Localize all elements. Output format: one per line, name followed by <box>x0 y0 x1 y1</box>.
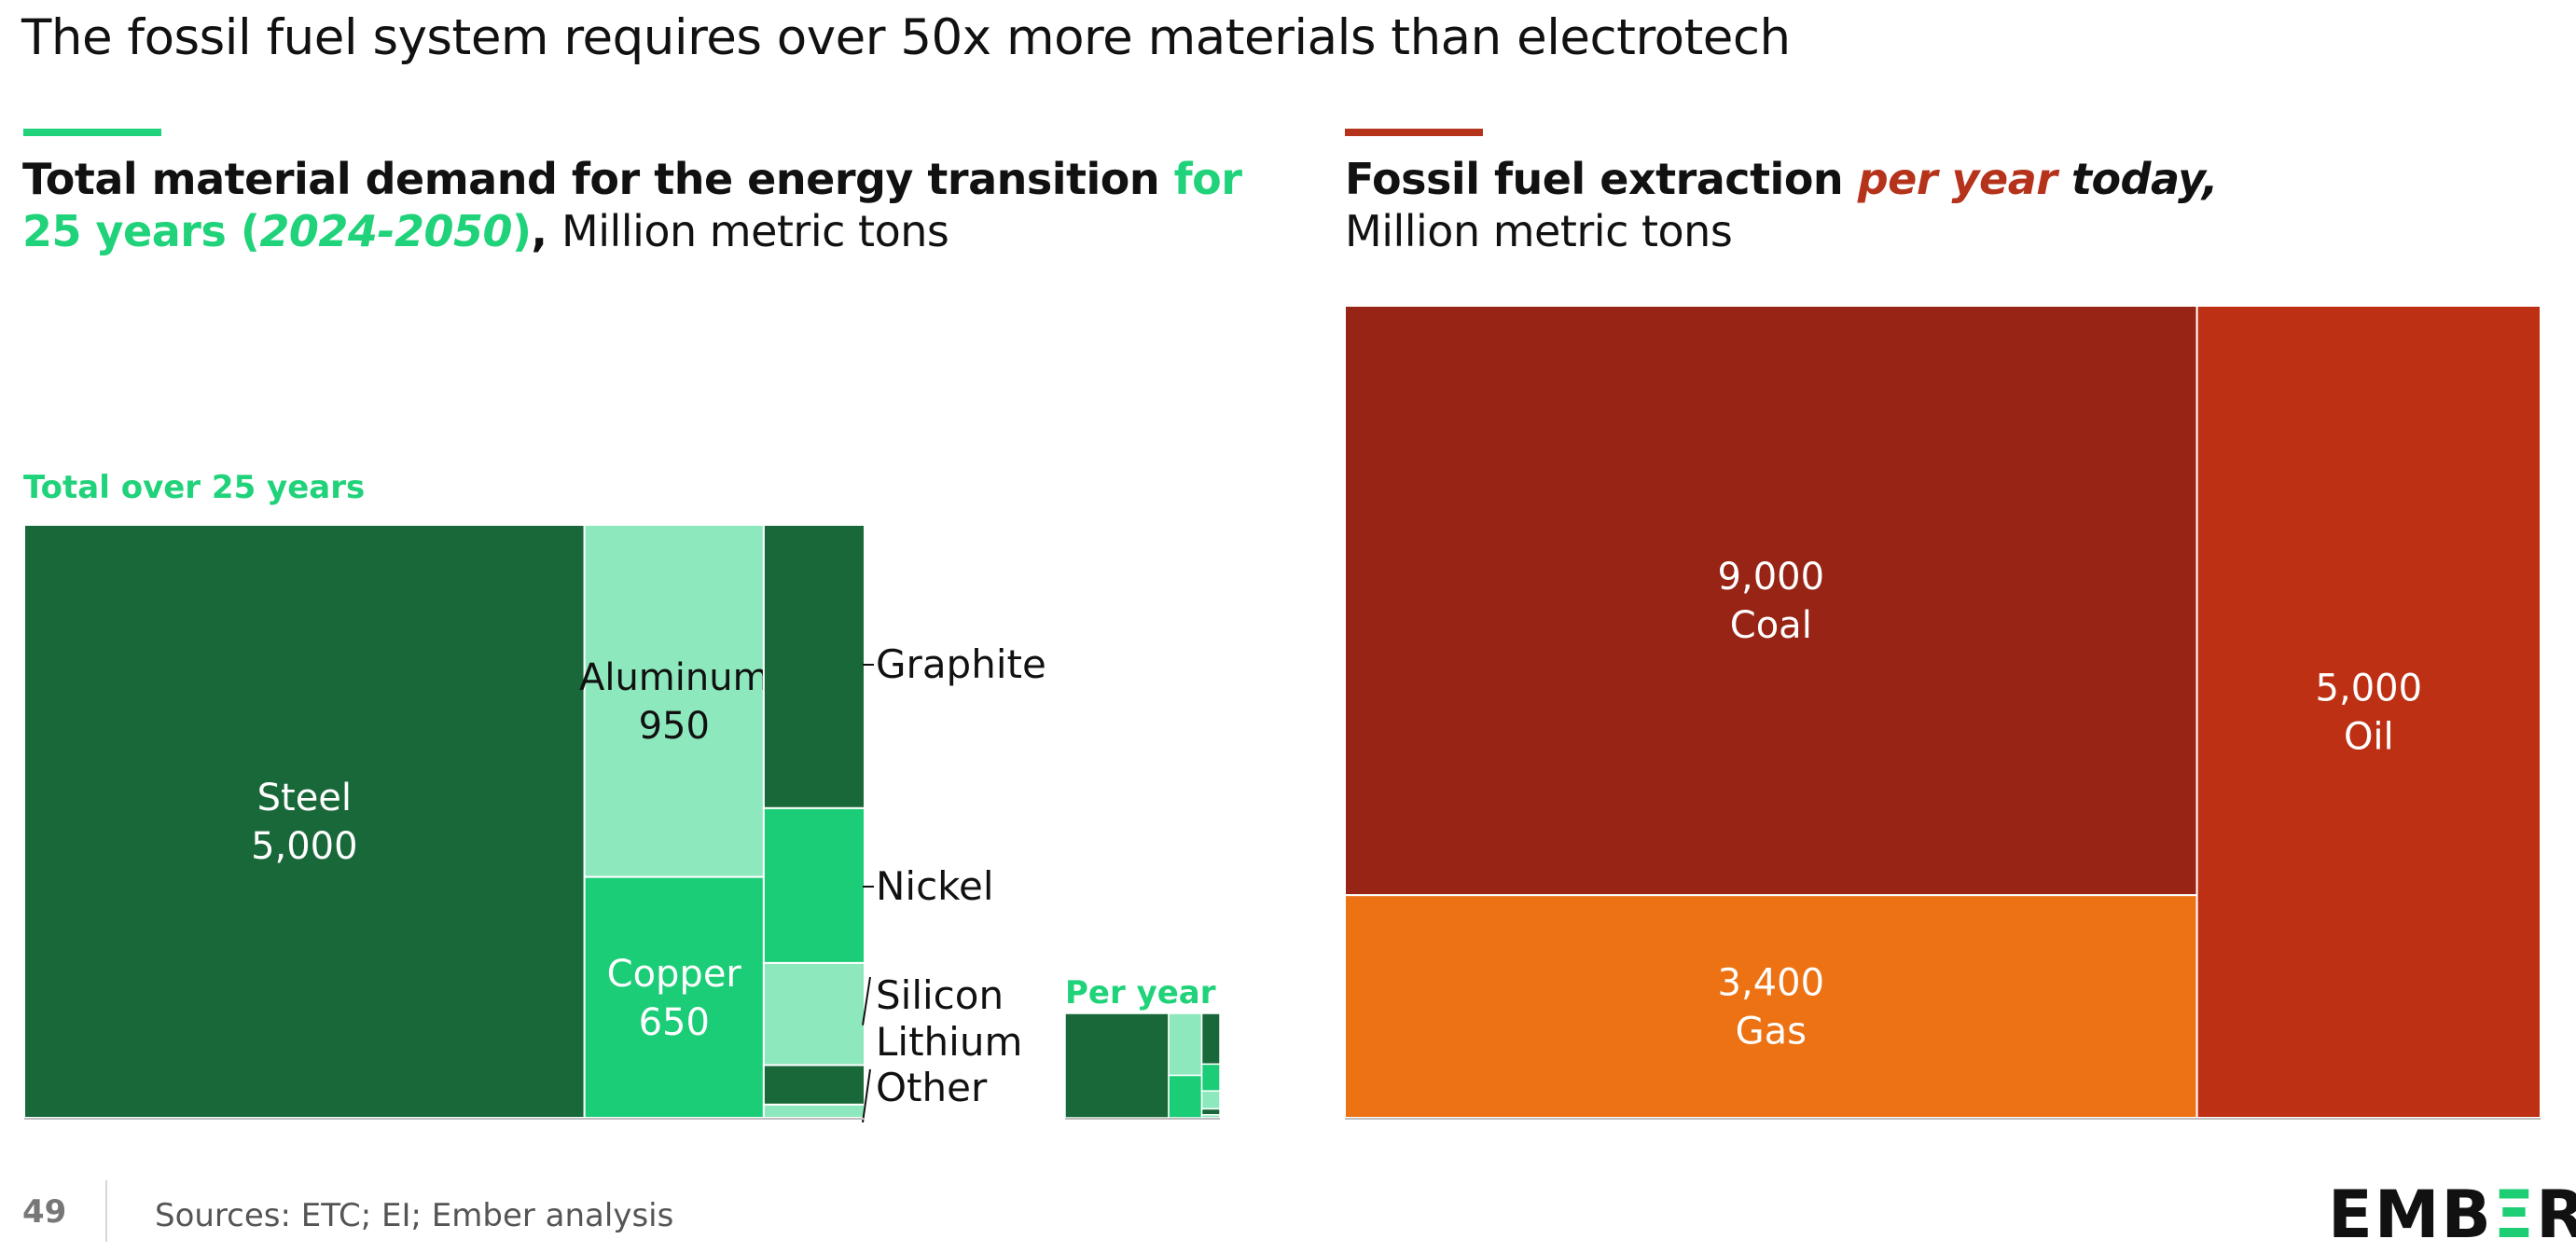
left-accent-bar <box>23 129 161 136</box>
ember-logo: EMBΞR <box>2328 1177 2576 1253</box>
total-aluminum-label-1: Aluminum <box>579 656 769 699</box>
fossil-gas-block <box>1344 894 2198 1120</box>
fossil-oil-block <box>2195 305 2541 1119</box>
left-heading-range: 2024-2050 <box>259 206 513 256</box>
left-heading-line-2: 25 years (2024-2050), Million metric ton… <box>22 205 1241 257</box>
per-year-other-block <box>1200 1114 1221 1119</box>
total-silicon-callout: Silicon <box>876 972 1004 1018</box>
right-chart-heading: Fossil fuel extraction per year today, M… <box>1345 153 2218 257</box>
total-silicon-leader <box>862 976 871 1026</box>
total-graphite-callout: Graphite <box>876 641 1046 687</box>
right-heading-today: today, <box>2057 154 2219 204</box>
total-lithium-block <box>762 1064 866 1106</box>
left-chart-heading: Total material demand for the energy tra… <box>22 153 1242 257</box>
per-year-label: Per year <box>1065 974 1216 1012</box>
left-heading-comma: , <box>531 206 562 256</box>
total-over-25-years-label: Total over 25 years <box>23 469 366 506</box>
total-copper-label-2: 650 <box>639 1001 710 1044</box>
treemap-fossil-fuel: 9,000 Coal 3,400 Gas 5,000 Oil <box>1344 305 2541 1120</box>
total-lithium-callout: Lithium <box>876 1019 1022 1065</box>
fossil-coal-label-2: Coal <box>1730 604 1812 647</box>
total-copper-block <box>583 875 765 1119</box>
fossil-coal-block <box>1344 305 2198 897</box>
total-aluminum-label-2: 950 <box>639 705 710 748</box>
right-heading-line-1: Fossil fuel extraction per year today, <box>1345 153 2218 205</box>
fossil-oil-label-2: Oil <box>2344 716 2394 759</box>
per-year-silicon-block <box>1200 1090 1221 1110</box>
total-steel-block <box>23 524 586 1119</box>
per-year-copper-block <box>1168 1074 1203 1119</box>
left-heading-unit: Million metric tons <box>561 206 949 256</box>
ember-logo-e: Ξ <box>2492 1177 2537 1253</box>
right-accent-bar <box>1345 129 1483 136</box>
right-heading-unit: Million metric tons <box>1345 206 1733 256</box>
left-heading-line-1: Total material demand for the energy tra… <box>22 153 1242 205</box>
left-heading-years: 25 years ( <box>22 206 260 256</box>
per-year-nickel-block <box>1200 1063 1221 1092</box>
total-graphite-block <box>762 524 866 809</box>
page-number: 49 <box>22 1193 67 1231</box>
sources-note: Sources: ETC; EI; Ember analysis <box>155 1197 674 1234</box>
total-other-callout: Other <box>876 1065 988 1110</box>
fossil-coal-label-1: 9,000 <box>1718 556 1825 599</box>
total-steel-label-2: 5,000 <box>251 825 358 868</box>
total-copper-label-1: Copper <box>607 953 742 996</box>
treemap-total-25-years: Steel 5,000 Aluminum 950 Copper 650 Graphite Ni… <box>23 524 1046 1123</box>
treemap-per-year <box>1064 1012 1221 1120</box>
left-heading-highlight: for <box>1173 154 1242 204</box>
per-year-graphite-block <box>1200 1012 1221 1066</box>
left-heading-close: ) <box>512 206 532 256</box>
per-year-aluminum-block <box>1168 1012 1203 1077</box>
total-aluminum-block <box>583 524 765 878</box>
total-other-block <box>762 1103 866 1120</box>
ember-logo-text-a: EMB <box>2328 1177 2493 1253</box>
per-year-lithium-block <box>1200 1108 1221 1116</box>
page-title: The fossil fuel system requires over 50x… <box>21 9 1791 66</box>
right-heading-text: Fossil fuel extraction <box>1345 154 1858 204</box>
fossil-gas-label-2: Gas <box>1736 1011 1807 1053</box>
total-nickel-callout: Nickel <box>876 863 994 909</box>
total-nickel-block <box>762 806 866 964</box>
ember-logo-text-b: R <box>2536 1177 2576 1253</box>
fossil-oil-label-1: 5,000 <box>2316 668 2423 710</box>
total-silicon-block <box>762 961 866 1067</box>
left-heading-text: Total material demand for the energy tra… <box>22 154 1174 204</box>
right-heading-highlight: per year <box>1857 154 2057 204</box>
fossil-gas-label-1: 3,400 <box>1718 962 1825 1005</box>
total-other-leader <box>862 1068 871 1123</box>
footer-divider <box>105 1180 107 1242</box>
total-steel-label-1: Steel <box>257 777 352 819</box>
per-year-steel-block <box>1064 1012 1170 1119</box>
